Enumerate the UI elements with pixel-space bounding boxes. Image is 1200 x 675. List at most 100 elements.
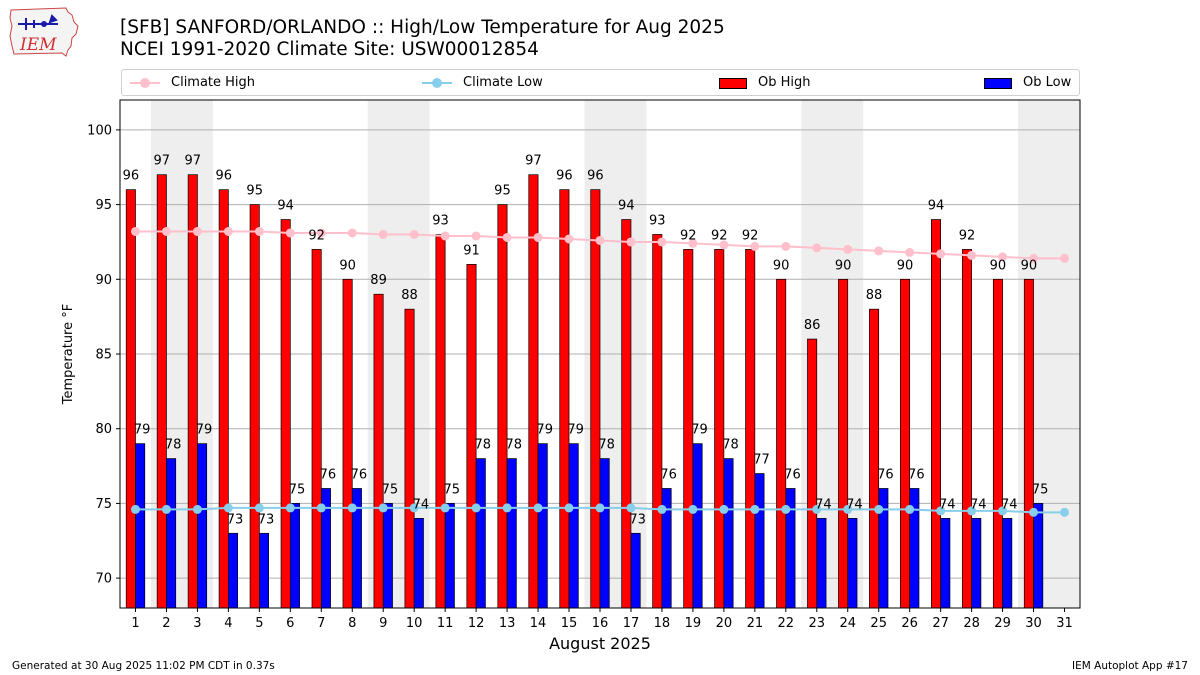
label-ob-high: 90 bbox=[835, 258, 852, 273]
climate-high-point bbox=[564, 234, 574, 244]
footer-app: IEM Autoplot App #17 bbox=[1072, 660, 1188, 672]
label-ob-high: 97 bbox=[185, 154, 202, 169]
x-tick-label: 19 bbox=[685, 616, 702, 631]
climate-low-point bbox=[626, 503, 636, 513]
climate-low-point bbox=[595, 503, 605, 513]
x-tick-label: 12 bbox=[468, 616, 485, 631]
x-tick-label: 29 bbox=[994, 616, 1011, 631]
label-ob-high: 96 bbox=[123, 169, 140, 184]
climate-high-point bbox=[316, 228, 326, 238]
label-ob-high: 94 bbox=[618, 199, 635, 214]
label-ob-low: 75 bbox=[1032, 482, 1049, 497]
weather-station-icon bbox=[18, 14, 58, 30]
label-ob-high: 92 bbox=[308, 228, 325, 243]
label-ob-low: 74 bbox=[939, 497, 956, 512]
bar-ob-low bbox=[723, 458, 734, 609]
climate-high-point bbox=[905, 247, 915, 257]
climate-low-point bbox=[843, 504, 853, 514]
legend-label-ob-high: Ob High bbox=[758, 75, 811, 90]
label-ob-high: 90 bbox=[990, 258, 1007, 273]
climate-high-marker-icon bbox=[128, 77, 162, 89]
bar-ob-low bbox=[537, 443, 548, 609]
bar-ob-low bbox=[259, 532, 269, 609]
climate-low-point bbox=[1060, 507, 1070, 517]
label-ob-low: 79 bbox=[536, 423, 553, 438]
climate-low-point bbox=[378, 503, 388, 513]
label-ob-high: 86 bbox=[804, 318, 821, 333]
climate-high-point bbox=[967, 250, 977, 260]
climate-low-point bbox=[967, 506, 977, 516]
iem-logo: IEM bbox=[9, 7, 79, 57]
label-ob-low: 75 bbox=[382, 482, 399, 497]
label-ob-low: 79 bbox=[134, 423, 151, 438]
label-ob-high: 96 bbox=[215, 169, 232, 184]
y-tick-label: 95 bbox=[95, 198, 112, 213]
ob-high-swatch-icon bbox=[715, 77, 749, 89]
bar-ob-low bbox=[940, 518, 951, 609]
legend-item-ob-low: Ob Low bbox=[980, 70, 1071, 95]
climate-high-point bbox=[595, 235, 605, 245]
climate-low-point bbox=[719, 504, 729, 514]
label-ob-low: 78 bbox=[598, 438, 615, 453]
label-ob-low: 79 bbox=[196, 423, 213, 438]
label-ob-high: 95 bbox=[246, 184, 263, 199]
climate-low-point bbox=[285, 503, 295, 513]
label-ob-high: 88 bbox=[401, 288, 418, 303]
label-ob-high: 90 bbox=[339, 258, 356, 273]
bar-ob-low bbox=[1002, 518, 1013, 609]
bar-ob-high bbox=[311, 249, 322, 609]
climate-low-point bbox=[905, 504, 915, 514]
climate-high-point bbox=[192, 226, 202, 236]
x-tick-label: 17 bbox=[623, 616, 640, 631]
bar-ob-high bbox=[125, 189, 136, 609]
bar-ob-low bbox=[166, 458, 177, 609]
y-tick-label: 85 bbox=[95, 348, 112, 363]
climate-high-point bbox=[409, 229, 419, 239]
climate-high-point bbox=[285, 228, 295, 238]
label-ob-high: 88 bbox=[866, 288, 883, 303]
climate-low-point bbox=[998, 506, 1008, 516]
bar-ob-low bbox=[289, 503, 300, 609]
x-tick-label: 26 bbox=[901, 616, 918, 631]
bar-ob-high bbox=[249, 204, 260, 609]
legend-label-climate-low: Climate Low bbox=[463, 75, 543, 90]
x-tick-label: 5 bbox=[255, 616, 263, 631]
label-ob-high: 92 bbox=[711, 228, 728, 243]
label-ob-low: 76 bbox=[351, 467, 368, 482]
chart-title: [SFB] SANFORD/ORLANDO :: High/Low Temper… bbox=[120, 17, 725, 61]
bar-ob-low bbox=[568, 443, 579, 609]
label-ob-low: 74 bbox=[846, 497, 863, 512]
x-tick-label: 22 bbox=[778, 616, 795, 631]
x-tick-label: 2 bbox=[162, 616, 170, 631]
label-ob-low: 75 bbox=[289, 482, 306, 497]
climate-low-point bbox=[347, 503, 357, 513]
climate-high-point bbox=[254, 226, 264, 236]
bar-ob-low bbox=[135, 443, 146, 609]
label-ob-high: 93 bbox=[649, 213, 666, 228]
climate-low-point bbox=[316, 503, 326, 513]
label-ob-low: 79 bbox=[567, 423, 584, 438]
label-ob-high: 94 bbox=[277, 199, 294, 214]
bar-ob-low bbox=[475, 458, 486, 609]
bar-ob-low bbox=[599, 458, 610, 609]
climate-low-point bbox=[254, 503, 264, 513]
climate-high-point bbox=[471, 231, 481, 241]
bar-ob-high bbox=[776, 278, 787, 609]
climate-low-point bbox=[409, 503, 419, 513]
x-tick-label: 7 bbox=[317, 616, 325, 631]
bar-ob-low bbox=[630, 532, 641, 609]
climate-high-point bbox=[378, 229, 388, 239]
climate-high-point bbox=[998, 252, 1008, 262]
bar-ob-high bbox=[404, 308, 415, 609]
x-tick-label: 1 bbox=[131, 616, 139, 631]
x-tick-label: 28 bbox=[963, 616, 980, 631]
climate-low-point bbox=[1029, 507, 1039, 517]
bar-ob-high bbox=[931, 219, 941, 609]
bar-ob-high bbox=[869, 308, 880, 609]
y-axis-label: Temperature °F bbox=[61, 304, 76, 405]
bar-ob-high bbox=[559, 189, 570, 609]
bar-ob-high bbox=[435, 234, 446, 609]
ob-low-swatch-icon bbox=[980, 77, 1014, 89]
chart-title-line2: NCEI 1991-2020 Climate Site: USW00012854 bbox=[120, 39, 539, 60]
